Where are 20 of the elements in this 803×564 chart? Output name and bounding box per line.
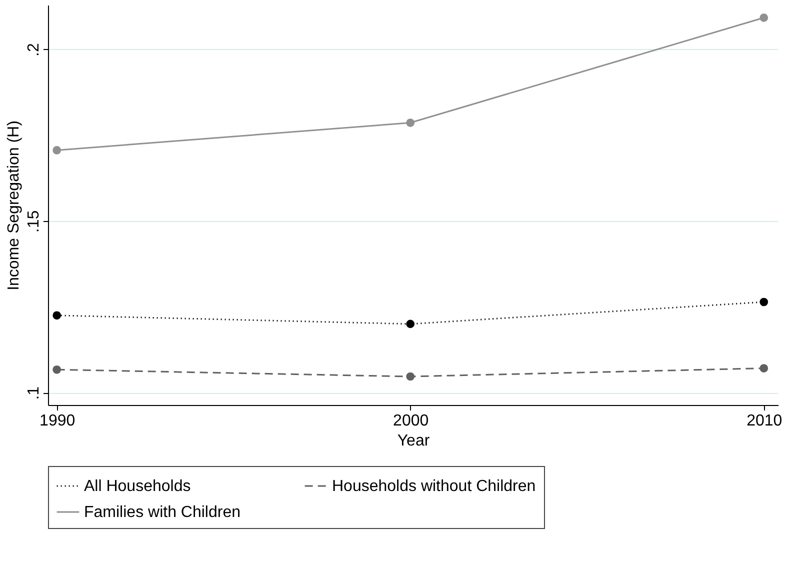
y-axis-title: Income Segregation (H)	[6, 120, 22, 290]
point	[760, 364, 768, 372]
point	[406, 372, 415, 381]
x-tick-label: 1990	[40, 412, 76, 430]
point	[52, 365, 62, 374]
legend-label: Households without Children	[332, 478, 536, 495]
y-tick-label: .2	[26, 43, 42, 56]
point	[760, 298, 768, 306]
point	[406, 320, 415, 328]
point	[52, 146, 62, 154]
x-tick-label: 2010	[746, 412, 782, 430]
point	[760, 14, 768, 22]
x-tick-label: 2000	[393, 412, 429, 430]
y-tick-label: .15	[26, 210, 42, 233]
y-tick-label: .1	[26, 386, 42, 400]
point	[406, 118, 415, 127]
legend-label: Families with Children	[84, 504, 240, 521]
x-axis-title: Year	[397, 432, 430, 450]
point	[52, 311, 62, 320]
legend-label: All Households	[84, 478, 191, 495]
